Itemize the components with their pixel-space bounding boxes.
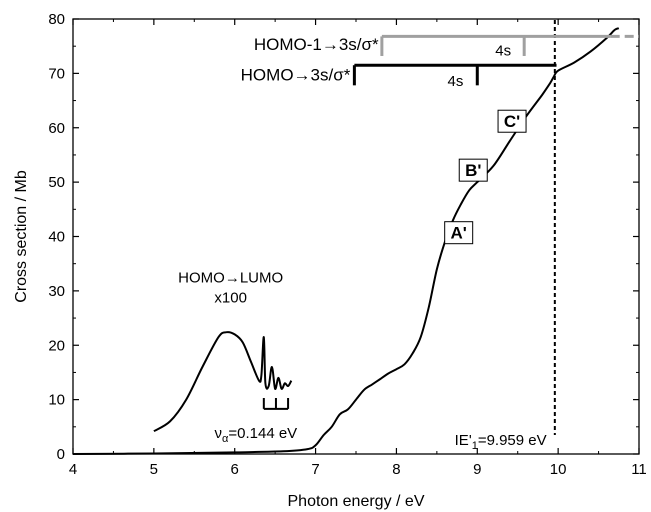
- x-tick-label: 4: [69, 461, 77, 478]
- x-axis-label: Photon energy / eV: [288, 493, 425, 510]
- homo-lumo-scale-label: x100: [214, 289, 247, 306]
- x-tick-label: 10: [550, 461, 567, 478]
- feature-box-A: [444, 221, 474, 245]
- y-tick-label: 70: [48, 65, 65, 82]
- y-tick-label: 50: [48, 174, 65, 191]
- y-tick-label: 0: [57, 446, 65, 463]
- y-tick-label: 40: [48, 229, 65, 246]
- axes: 4 5 6 7 8 9 10 11 0 10 20 30 40 50 60 70 80 Photon energy…: [13, 11, 647, 510]
- homo-4s-label: 4s: [448, 73, 464, 90]
- x-tick-label: 9: [473, 461, 481, 478]
- homo1-4s-label: 4s: [495, 42, 511, 59]
- feature-box-C: [497, 109, 527, 133]
- y-tick-label: 20: [48, 337, 65, 354]
- y-axis-label: Cross section / Mb: [13, 170, 30, 303]
- homo-label: HOMO→3s/σ*: [241, 65, 351, 84]
- x-tick-label: 11: [631, 461, 647, 478]
- y-tick-label: 10: [48, 392, 65, 409]
- series-line-1: [72, 27, 620, 455]
- series-line-2: [153, 331, 293, 433]
- annotations: HOMO-1→3s/σ* 4s HOMO→3s/σ* 4s A' B' C' HOMO→LUM…: [178, 20, 639, 452]
- feature-label-B: B': [465, 161, 481, 180]
- y-tick-label: 80: [48, 11, 65, 28]
- x-tick-label: 8: [392, 461, 400, 478]
- vibrational-spacing-label: να=0.144 eV: [215, 425, 298, 445]
- x-tick-label: 7: [311, 461, 319, 478]
- feature-label-C: C': [504, 112, 520, 131]
- feature-box-B: [458, 158, 488, 182]
- homo-lumo-label: HOMO→LUMO: [178, 270, 283, 287]
- y-tick-label: 60: [48, 120, 65, 137]
- curves: [72, 27, 620, 455]
- homo1-label: HOMO-1→3s/σ*: [254, 35, 379, 54]
- x-tick-label: 6: [231, 461, 239, 478]
- feature-label-A: A': [451, 224, 467, 243]
- y-tick-label: 30: [48, 283, 65, 300]
- x-tick-label: 5: [150, 461, 158, 478]
- ionization-energy-label: IE'1=9.959 eV: [455, 432, 547, 452]
